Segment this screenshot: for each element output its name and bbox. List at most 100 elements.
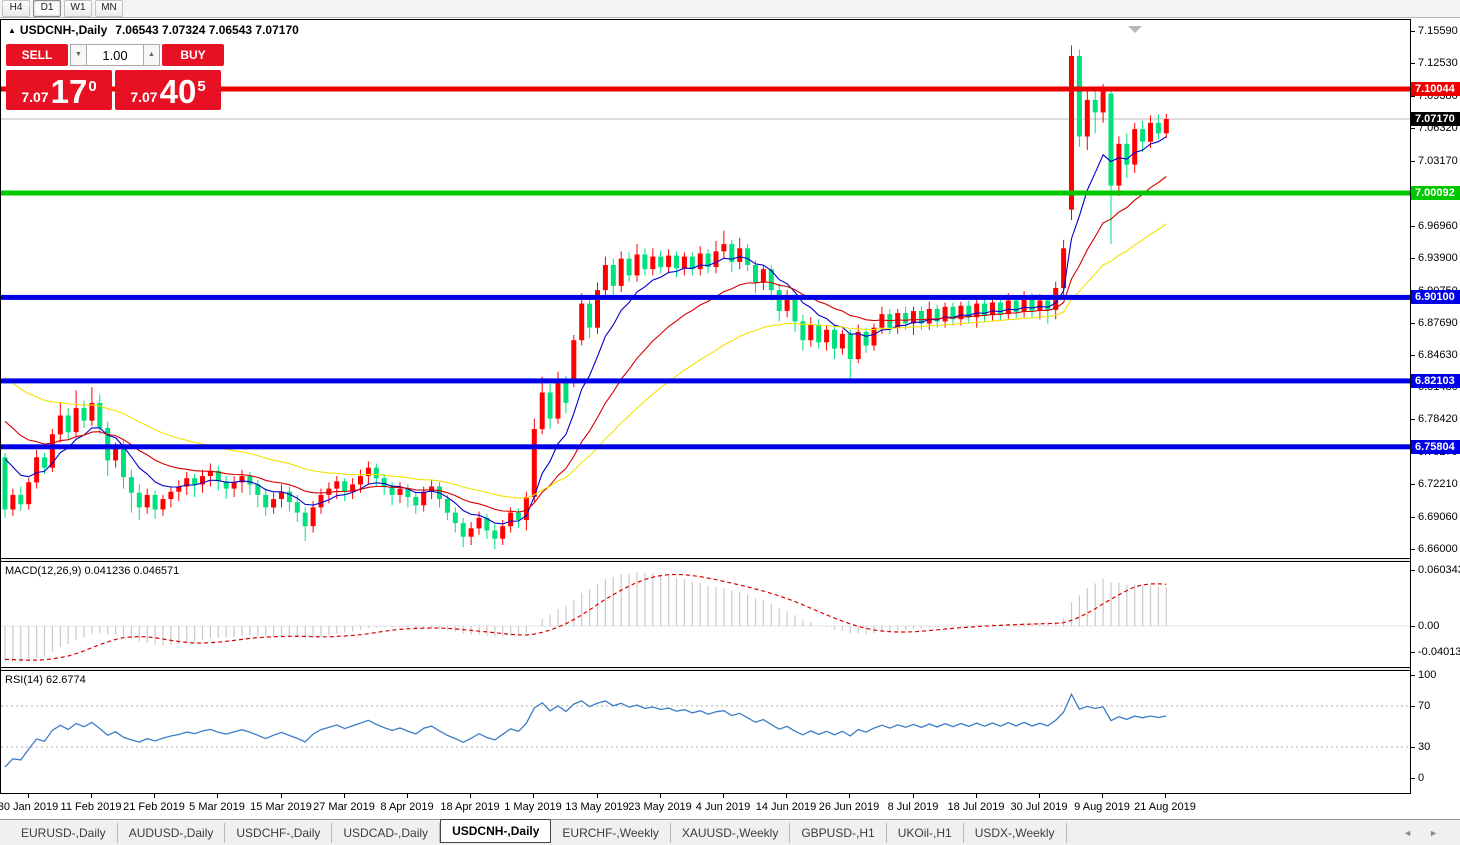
tab-usdcad-daily[interactable]: USDCAD-,Daily xyxy=(332,822,441,843)
timeframe-button-h4[interactable]: H4 xyxy=(2,0,30,17)
rsi-label: RSI(14) 62.6774 xyxy=(5,674,86,686)
date-tick-label: 13 May 2019 xyxy=(565,801,629,813)
macd-axis-label: 0.060343 xyxy=(1418,564,1460,576)
volume-increase-button[interactable]: ▲ xyxy=(143,44,160,66)
chart-shift-marker-icon xyxy=(1128,26,1142,33)
price-tick-label: 6.78420 xyxy=(1418,413,1458,426)
rsi-axis-label: 100 xyxy=(1418,669,1437,681)
frame-macd-top xyxy=(0,561,1460,562)
tab-usdcnh-daily[interactable]: USDCNH-,Daily xyxy=(440,818,552,843)
volume-decrease-button[interactable]: ▼ xyxy=(70,44,87,66)
ask-price-pips: 40 xyxy=(159,73,197,110)
axis-tick xyxy=(1411,322,1415,324)
date-axis[interactable]: 30 Jan 2019 11 Feb 2019 21 Feb 2019 5 Mar 2… xyxy=(0,794,1411,818)
price-level-badge: 7.00092 xyxy=(1411,185,1460,200)
date-tick-label: 21 Feb 2019 xyxy=(123,801,185,813)
date-tick xyxy=(154,794,155,798)
spinner-down-icon: ▼ xyxy=(75,51,82,58)
frame-top xyxy=(0,19,1460,20)
frame-rsi-top xyxy=(0,670,1460,671)
price-tick-label: 6.87690 xyxy=(1418,316,1458,329)
frame-main-bottom xyxy=(0,558,1460,559)
tab-eurchf-weekly[interactable]: EURCHF-,Weekly xyxy=(551,822,671,843)
axis-tick xyxy=(1411,570,1415,571)
trade-panel-collapse-icon[interactable]: ▲ xyxy=(8,26,16,35)
current-price-badge: 7.07170 xyxy=(1411,111,1460,126)
date-tick xyxy=(91,794,92,798)
tab-usdx-weekly[interactable]: USDX-,Weekly xyxy=(964,822,1067,843)
pane-splitter[interactable] xyxy=(0,668,1460,670)
date-tick-label: 18 Jul 2019 xyxy=(947,801,1005,813)
price-level-badge: 7.10044 xyxy=(1411,81,1460,96)
axis-tick xyxy=(1411,419,1415,421)
frame-rsi-bottom xyxy=(0,793,1460,794)
symbol-period-label: USDCNH-,Daily xyxy=(19,23,108,37)
date-tick-label: 14 Jun 2019 xyxy=(755,801,817,813)
date-tick xyxy=(849,794,850,798)
date-tick-label: 4 Jun 2019 xyxy=(695,801,751,813)
price-tick-label: 6.93900 xyxy=(1418,251,1458,264)
tab-audusd-daily[interactable]: AUDUSD-,Daily xyxy=(118,822,226,843)
pane-splitter[interactable] xyxy=(0,559,1460,561)
buy-button[interactable]: BUY xyxy=(162,44,224,66)
date-tick xyxy=(597,794,598,798)
timeframe-button-d1[interactable]: D1 xyxy=(33,0,61,17)
rsi-axis-label: 30 xyxy=(1418,741,1431,753)
sell-button[interactable]: SELL xyxy=(6,44,68,66)
rsi-axis-label: 70 xyxy=(1418,700,1431,712)
date-tick xyxy=(786,794,787,798)
date-tick xyxy=(1039,794,1040,798)
price-tick-label: 6.69060 xyxy=(1418,511,1458,524)
price-axis[interactable]: 7.155907.125307.093807.063207.031707.000… xyxy=(1411,19,1460,818)
timeframe-button-w1[interactable]: W1 xyxy=(64,0,92,17)
axis-tick xyxy=(1411,62,1415,64)
tab-eurusd-daily[interactable]: EURUSD-,Daily xyxy=(10,822,118,843)
axis-tick xyxy=(1411,257,1415,259)
axis-tick xyxy=(1411,387,1415,389)
date-tick xyxy=(344,794,345,798)
tab-xauusd-weekly[interactable]: XAUUSD-,Weekly xyxy=(671,822,791,843)
date-tick-label: 30 Jul 2019 xyxy=(1010,801,1068,813)
axis-tick xyxy=(1411,706,1415,707)
price-tick-label: 7.15590 xyxy=(1418,25,1458,37)
tab-scroll-right-icon[interactable]: ► xyxy=(1429,828,1438,838)
tab-gbpusd-h1[interactable]: GBPUSD-,H1 xyxy=(790,822,887,843)
date-tick-label: 23 May 2019 xyxy=(628,801,692,813)
date-tick-label: 27 Mar 2019 xyxy=(313,801,375,813)
price-tick-label: 7.03170 xyxy=(1418,154,1458,167)
date-tick xyxy=(1165,794,1166,798)
bid-price-display[interactable]: 7.07 17 0 xyxy=(6,70,112,110)
ask-price-display[interactable]: 7.07 40 5 xyxy=(115,70,221,110)
price-tick-label: 6.72210 xyxy=(1418,478,1458,491)
axis-tick xyxy=(1411,484,1415,486)
date-tick-label: 15 Mar 2019 xyxy=(250,801,312,813)
frame-axis-separator xyxy=(1410,19,1411,794)
volume-input[interactable] xyxy=(87,44,143,66)
price-tick-label: 6.66000 xyxy=(1418,543,1458,556)
date-tick xyxy=(533,794,534,798)
ohlc-readout: 7.06543 7.07324 7.06543 7.07170 xyxy=(115,23,299,37)
date-tick xyxy=(723,794,724,798)
date-tick xyxy=(217,794,218,798)
date-tick xyxy=(470,794,471,798)
date-tick-label: 8 Apr 2019 xyxy=(380,801,434,813)
date-tick xyxy=(28,794,29,798)
macd-indicator-chart[interactable] xyxy=(1,562,1410,667)
axis-tick xyxy=(1411,747,1415,748)
date-tick-label: 5 Mar 2019 xyxy=(189,801,245,813)
bid-price-pips: 17 xyxy=(50,73,88,110)
tab-scroll-left-icon[interactable]: ◄ xyxy=(1403,828,1412,838)
tab-ukoil-h1[interactable]: UKOil-,H1 xyxy=(887,822,964,843)
price-tick-label: 6.96960 xyxy=(1418,219,1458,232)
ask-price-point: 5 xyxy=(197,78,206,95)
date-tick-label: 1 May 2019 xyxy=(504,801,562,813)
main-price-chart[interactable] xyxy=(1,20,1410,558)
rsi-indicator-chart[interactable] xyxy=(1,671,1410,792)
tab-usdchf-daily[interactable]: USDCHF-,Daily xyxy=(225,822,333,843)
timeframe-button-mn[interactable]: MN xyxy=(95,0,123,17)
date-tick xyxy=(407,794,408,798)
axis-tick xyxy=(1411,354,1415,356)
date-tick-label: 30 Jan 2019 xyxy=(0,801,59,813)
date-tick-label: 21 Aug 2019 xyxy=(1134,801,1196,813)
